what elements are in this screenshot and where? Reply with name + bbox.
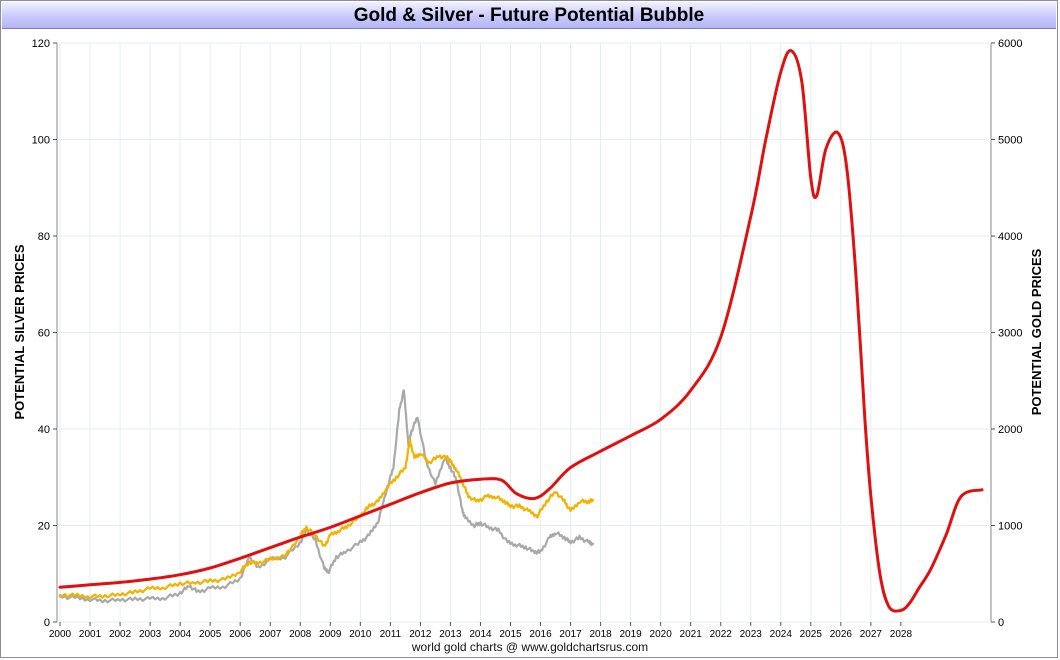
x-tick-label: 2003 (139, 629, 162, 640)
x-tick-label: 2007 (259, 629, 282, 640)
x-tick-label: 2027 (860, 629, 883, 640)
x-tick-label: 2013 (439, 629, 462, 640)
y-left-tick-label: 120 (32, 38, 50, 50)
x-tick-label: 2000 (49, 629, 72, 640)
y-right-tick-label: 2000 (998, 424, 1022, 436)
x-tick-label: 2024 (770, 629, 793, 640)
y-right-tick-label: 4000 (998, 231, 1022, 243)
y-left-tick-label: 80 (38, 231, 50, 243)
x-tick-label: 2019 (619, 629, 642, 640)
x-tick-label: 2011 (380, 629, 402, 640)
y-right-tick-label: 5000 (998, 135, 1022, 147)
x-tick-label: 2010 (349, 629, 372, 640)
x-tick-label: 2014 (469, 629, 492, 640)
y-right-tick-label: 3000 (998, 328, 1022, 340)
x-tick-label: 2020 (650, 629, 673, 640)
x-tick-label: 2002 (109, 629, 132, 640)
y-left-axis-label: POTENTIAL SILVER PRICES (12, 244, 27, 419)
y-axis-left: 0 20 40 60 80 100 120 (32, 38, 57, 629)
credit-text: world gold charts @ www.goldchartsrus.co… (411, 640, 649, 654)
x-tick-label: 2022 (710, 629, 733, 640)
y-right-tick-label: 0 (998, 617, 1004, 629)
series (58, 49, 984, 613)
x-tick-label: 2008 (289, 629, 312, 640)
x-axis: 2000 2001 2002 2003 2004 2005 2006 2007 2008 2009… (49, 622, 913, 640)
y-left-tick-label: 100 (32, 135, 50, 147)
y-left-tick-label: 40 (38, 424, 50, 436)
y-axis-right: 0 1000 2000 3000 4000 5000 6000 (991, 38, 1022, 629)
x-tick-label: 2017 (559, 629, 582, 640)
x-tick-label: 2026 (830, 629, 853, 640)
y-right-tick-label: 6000 (998, 38, 1022, 50)
grid (57, 42, 991, 623)
y-right-tick-label: 1000 (998, 521, 1022, 533)
gold-price-line (58, 437, 595, 600)
y-left-tick-label: 0 (44, 617, 50, 629)
x-tick-label: 2001 (79, 629, 102, 640)
x-tick-label: 2012 (409, 629, 432, 640)
x-tick-label: 2025 (800, 629, 823, 640)
projected-bubble-line (58, 49, 984, 613)
x-tick-label: 2018 (589, 629, 612, 640)
x-tick-label: 2006 (229, 629, 252, 640)
silver-price-line (58, 389, 595, 604)
x-tick-label: 2004 (169, 629, 192, 640)
title-bar: Gold & Silver - Future Potential Bubble (2, 2, 1056, 29)
x-tick-label: 2028 (890, 629, 913, 640)
y-left-tick-label: 60 (38, 328, 50, 340)
y-left-tick-label: 20 (38, 521, 50, 533)
x-tick-label: 2009 (319, 629, 342, 640)
x-tick-label: 2021 (680, 629, 703, 640)
y-right-axis-label: POTENTIAL GOLD PRICES (1029, 248, 1044, 415)
x-tick-label: 2005 (199, 629, 222, 640)
x-tick-label: 2023 (740, 629, 763, 640)
x-tick-label: 2015 (499, 629, 522, 640)
chart-title: Gold & Silver - Future Potential Bubble (353, 5, 705, 26)
x-tick-label: 2016 (529, 629, 552, 640)
